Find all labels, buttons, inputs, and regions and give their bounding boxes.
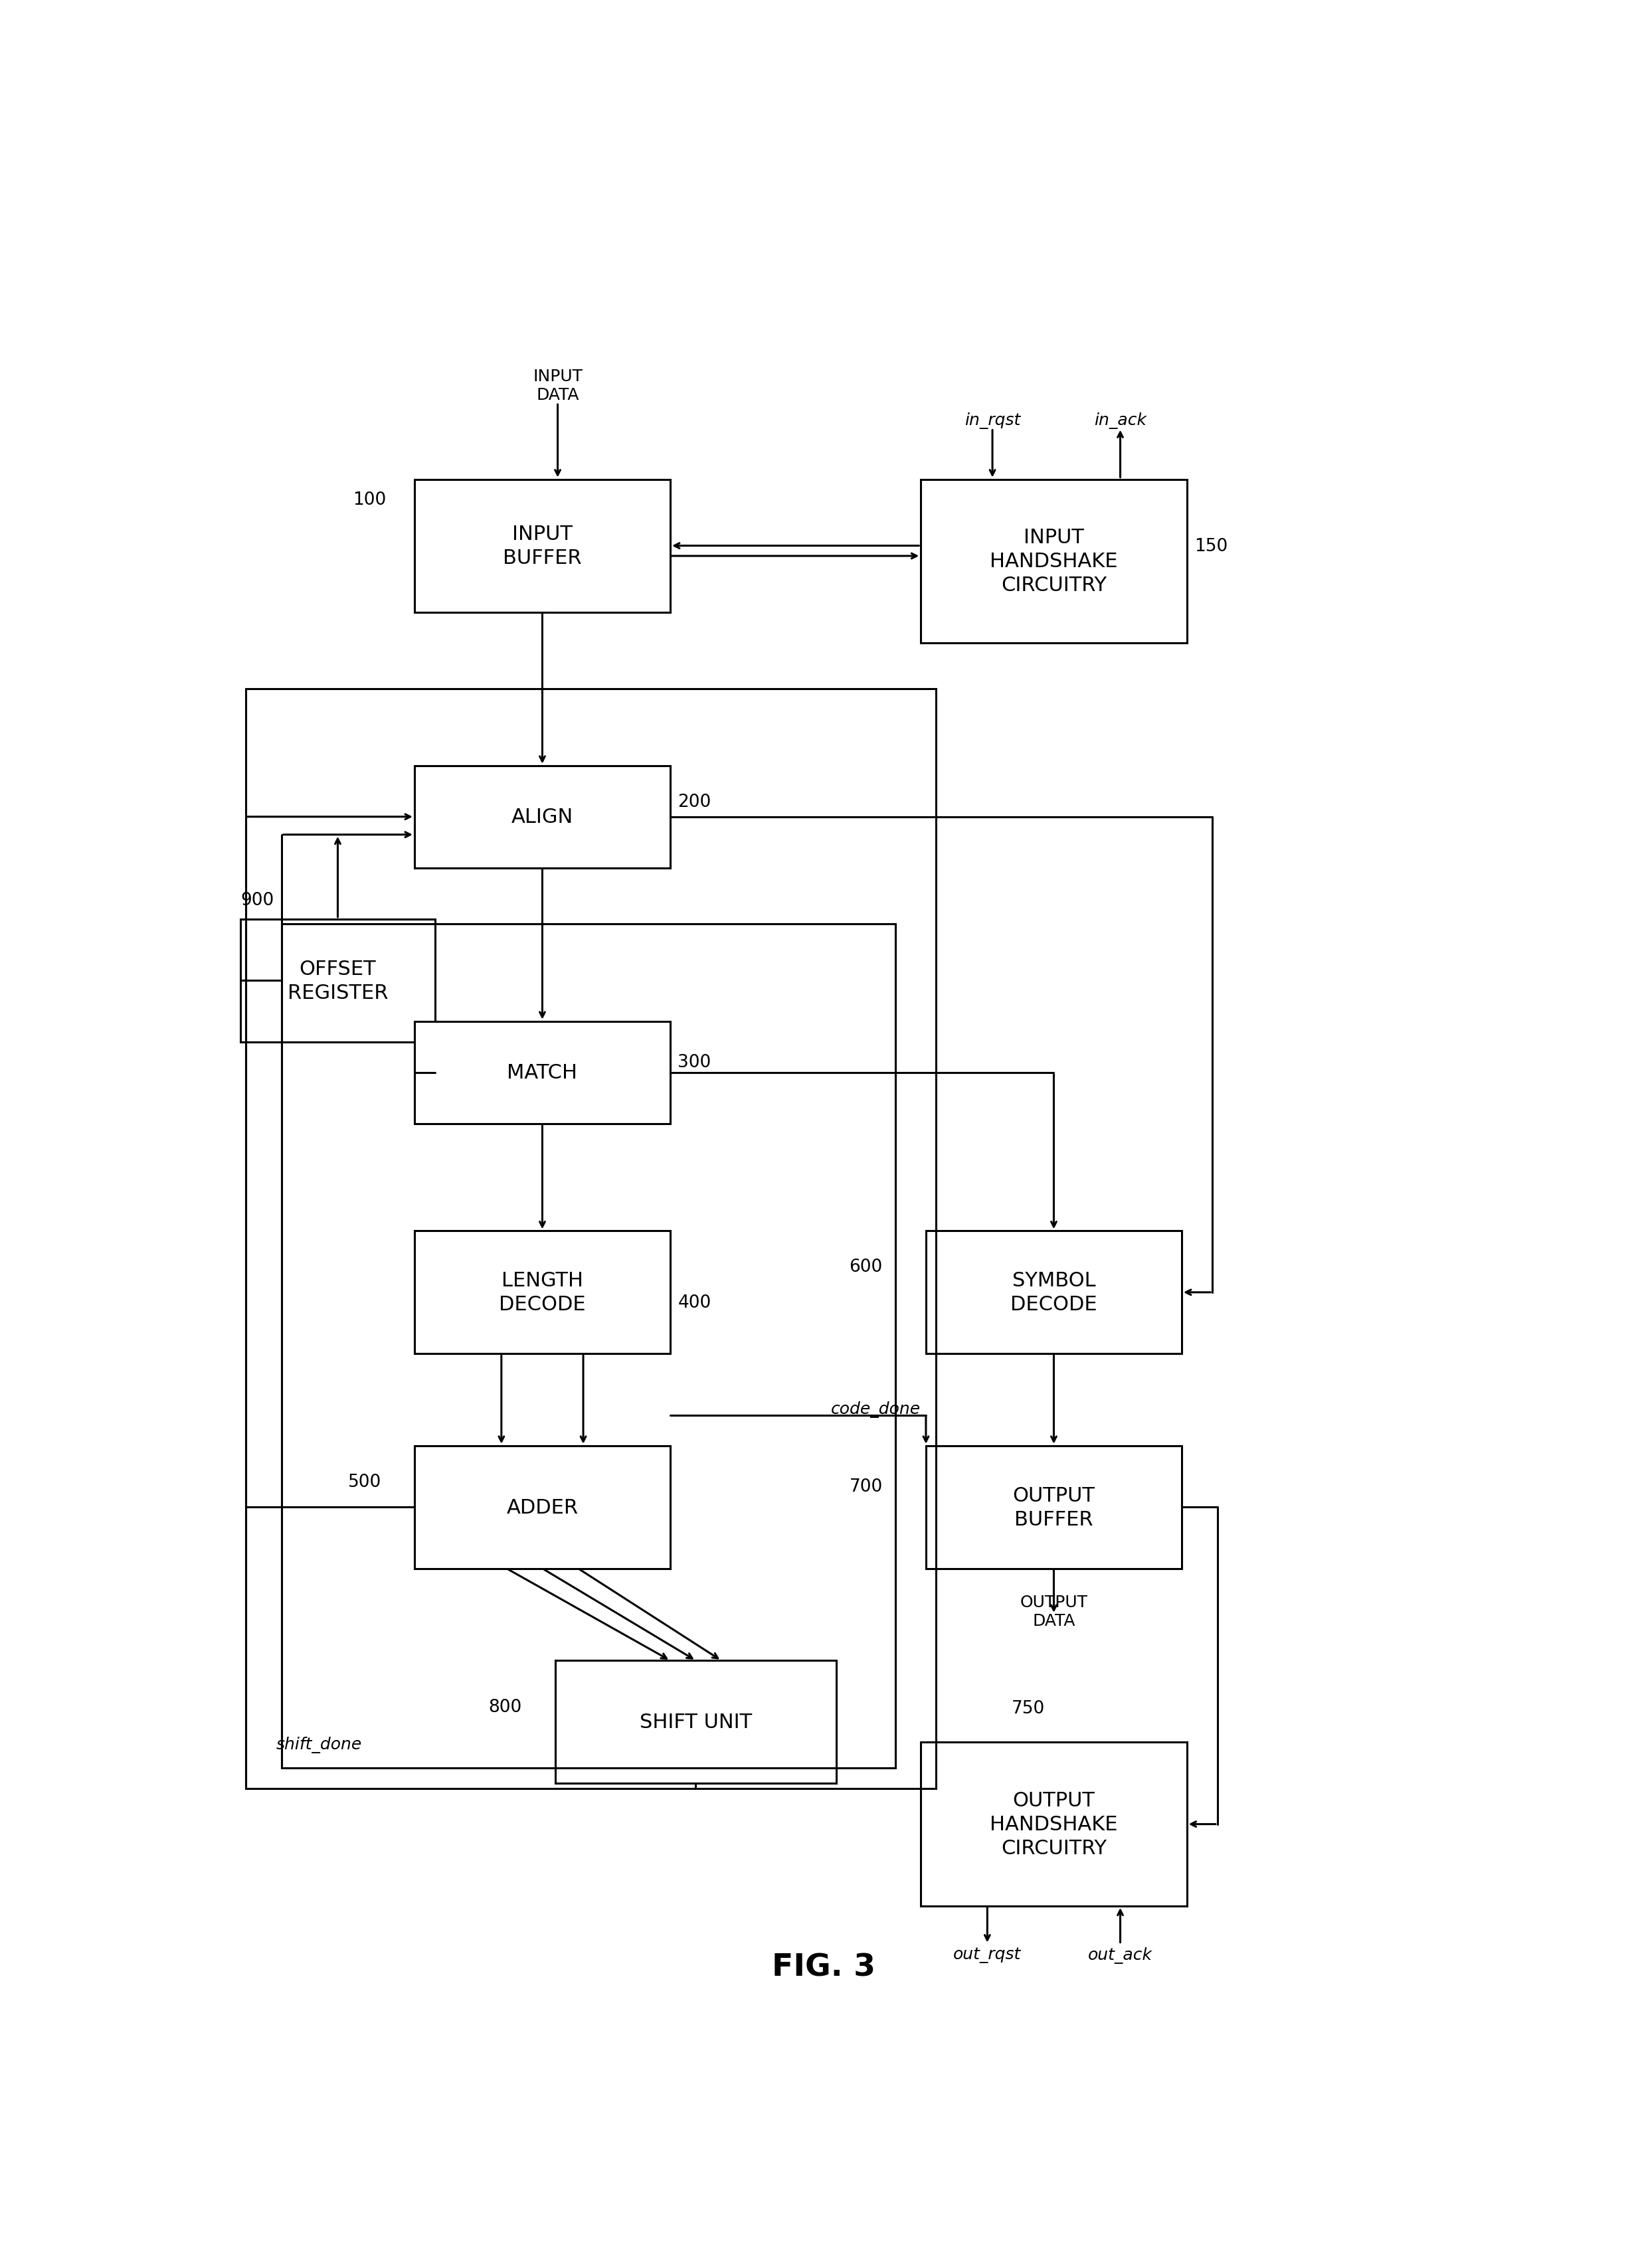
Text: OFFSET
REGISTER: OFFSET REGISTER <box>288 959 388 1002</box>
Text: 200: 200 <box>678 794 711 810</box>
Text: ALIGN: ALIGN <box>512 807 573 828</box>
Bar <box>920 1742 1187 1905</box>
Bar <box>415 767 670 869</box>
Bar <box>927 1232 1182 1354</box>
Bar <box>415 1447 670 1569</box>
Text: 600: 600 <box>849 1259 882 1275</box>
Text: INPUT
BUFFER: INPUT BUFFER <box>504 524 581 567</box>
Text: 300: 300 <box>678 1055 711 1070</box>
Text: SYMBOL
DECODE: SYMBOL DECODE <box>1011 1270 1098 1313</box>
Bar <box>281 925 895 1769</box>
Text: INPUT
DATA: INPUT DATA <box>533 370 583 404</box>
Text: 150: 150 <box>1195 538 1228 556</box>
Bar <box>927 1447 1182 1569</box>
Text: 100: 100 <box>354 492 387 508</box>
Text: 900: 900 <box>240 891 273 909</box>
Text: in_rqst: in_rqst <box>965 413 1021 429</box>
Text: out_rqst: out_rqst <box>953 1946 1021 1962</box>
Text: OUTPUT
HANDSHAKE
CIRCUITRY: OUTPUT HANDSHAKE CIRCUITRY <box>989 1792 1118 1857</box>
Bar <box>245 689 937 1789</box>
Text: ADDER: ADDER <box>507 1497 578 1517</box>
Bar <box>555 1660 836 1783</box>
Text: FIG. 3: FIG. 3 <box>772 1953 876 1982</box>
Text: OUTPUT
BUFFER: OUTPUT BUFFER <box>1012 1486 1095 1529</box>
Text: shift_done: shift_done <box>277 1735 362 1753</box>
Text: INPUT
HANDSHAKE
CIRCUITRY: INPUT HANDSHAKE CIRCUITRY <box>989 528 1118 594</box>
Bar <box>415 1021 670 1125</box>
Bar <box>240 919 435 1041</box>
Text: 750: 750 <box>1012 1699 1045 1717</box>
Text: in_ack: in_ack <box>1095 413 1147 429</box>
Text: OUTPUT
DATA: OUTPUT DATA <box>1021 1594 1088 1628</box>
Text: 400: 400 <box>678 1295 711 1311</box>
Text: 800: 800 <box>489 1699 522 1715</box>
Text: 500: 500 <box>347 1474 382 1490</box>
Bar <box>415 1232 670 1354</box>
Text: code_done: code_done <box>831 1402 920 1418</box>
Bar <box>415 481 670 612</box>
Bar <box>920 481 1187 644</box>
Text: 700: 700 <box>849 1479 882 1495</box>
Text: MATCH: MATCH <box>507 1064 578 1082</box>
Text: SHIFT UNIT: SHIFT UNIT <box>640 1712 752 1733</box>
Text: out_ack: out_ack <box>1088 1946 1152 1964</box>
Text: LENGTH
DECODE: LENGTH DECODE <box>499 1270 586 1313</box>
